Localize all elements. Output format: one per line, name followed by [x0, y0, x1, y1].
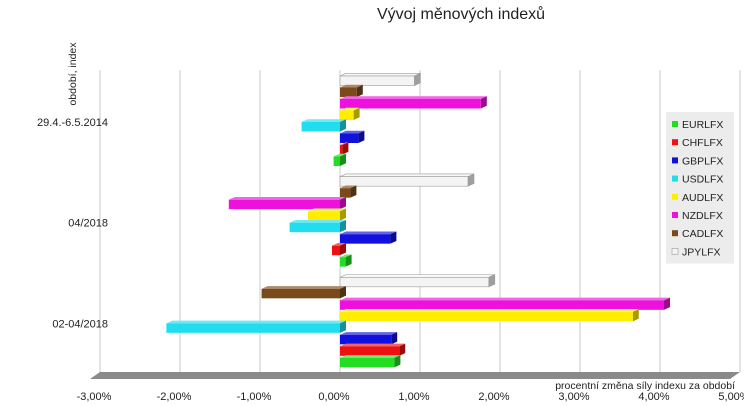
category-label: 04/2018: [68, 218, 108, 230]
legend-swatch: [672, 230, 678, 237]
legend-item: EURLFX: [672, 119, 723, 131]
legend-item: GBPLFX: [672, 155, 723, 167]
bar: [340, 84, 363, 97]
legend-label: EURLFX: [682, 119, 723, 131]
legend-swatch: [672, 175, 678, 182]
bar: [340, 142, 349, 155]
bar: [340, 130, 365, 143]
x-axis-title: procentní změna síly indexu za období: [555, 380, 735, 392]
bar: [340, 96, 487, 109]
x-tick-label: 5,00%: [718, 391, 744, 403]
legend-box: [666, 112, 734, 264]
bar: [339, 274, 496, 288]
legend-swatch: [672, 121, 678, 127]
bar: [340, 309, 639, 322]
x-tick-label: 4,00%: [638, 391, 669, 403]
x-tick-label: 0,00%: [318, 391, 349, 403]
legend-item: AUDLFX: [672, 192, 723, 204]
bar: [340, 355, 401, 368]
legend-label: AUDLFX: [682, 192, 723, 204]
bar: [340, 332, 398, 345]
bar: [301, 119, 346, 132]
bar: [166, 320, 346, 333]
chart-title: Vývoj měnových indexů: [377, 5, 545, 23]
x-tick-label: -2,00%: [157, 391, 192, 403]
bar: [228, 196, 346, 210]
x-tick-label: 2,00%: [478, 391, 509, 403]
bar: [339, 173, 475, 187]
bar: [289, 219, 346, 233]
bar: [340, 254, 352, 267]
legend-label: CHFLFX: [682, 137, 723, 149]
legend-swatch: [672, 139, 678, 146]
bar: [340, 107, 360, 120]
bar: [340, 297, 670, 310]
legend-item: USDLFX: [672, 174, 723, 186]
legend-label: NZDLFX: [682, 210, 723, 222]
legend: EURLFX CHFLFX GBPLFX USDLFX AUDLFX NZDLFX CADL…: [666, 112, 734, 264]
legend-swatch: [671, 248, 679, 255]
x-tick-labels: -3,00% -2,00% -1,00% 0,00% 1,00% 2,00% 3,00% 4,…: [77, 391, 744, 403]
legend-swatch: [672, 193, 678, 200]
bars: [166, 72, 670, 368]
legend-item: CADLFX: [672, 228, 723, 240]
legend-item: CHFLFX: [672, 137, 723, 149]
x-tick-label: -1,00%: [237, 391, 272, 403]
bar: [339, 72, 421, 86]
bar: [332, 242, 346, 256]
category-labels: 29.4.-6.5.2014 04/2018 02-04/2018: [37, 117, 108, 330]
x-axis-floor: [90, 372, 740, 379]
bar: [340, 343, 406, 356]
bar: [261, 286, 346, 299]
legend-label: USDLFX: [682, 174, 723, 186]
legend-label: JPYLFX: [682, 246, 721, 258]
legend-item: NZDLFX: [672, 210, 723, 222]
bar: [308, 208, 346, 221]
category-label: 29.4.-6.5.2014: [37, 117, 108, 129]
category-label: 02-04/2018: [52, 318, 108, 330]
y-axis-title: období, index: [67, 42, 79, 106]
x-tick-label: 1,00%: [398, 391, 429, 403]
axis-floor: [90, 372, 740, 379]
bar: [340, 231, 397, 244]
x-tick-label: -3,00%: [77, 391, 112, 403]
legend-label: CADLFX: [682, 228, 723, 240]
x-tick-label: 3,00%: [558, 391, 589, 403]
legend-item: JPYLFX: [671, 246, 721, 258]
legend-swatch: [672, 212, 678, 218]
bar: [333, 153, 346, 166]
legend-swatch: [672, 157, 678, 164]
legend-label: GBPLFX: [682, 155, 723, 167]
bar: [340, 185, 357, 198]
